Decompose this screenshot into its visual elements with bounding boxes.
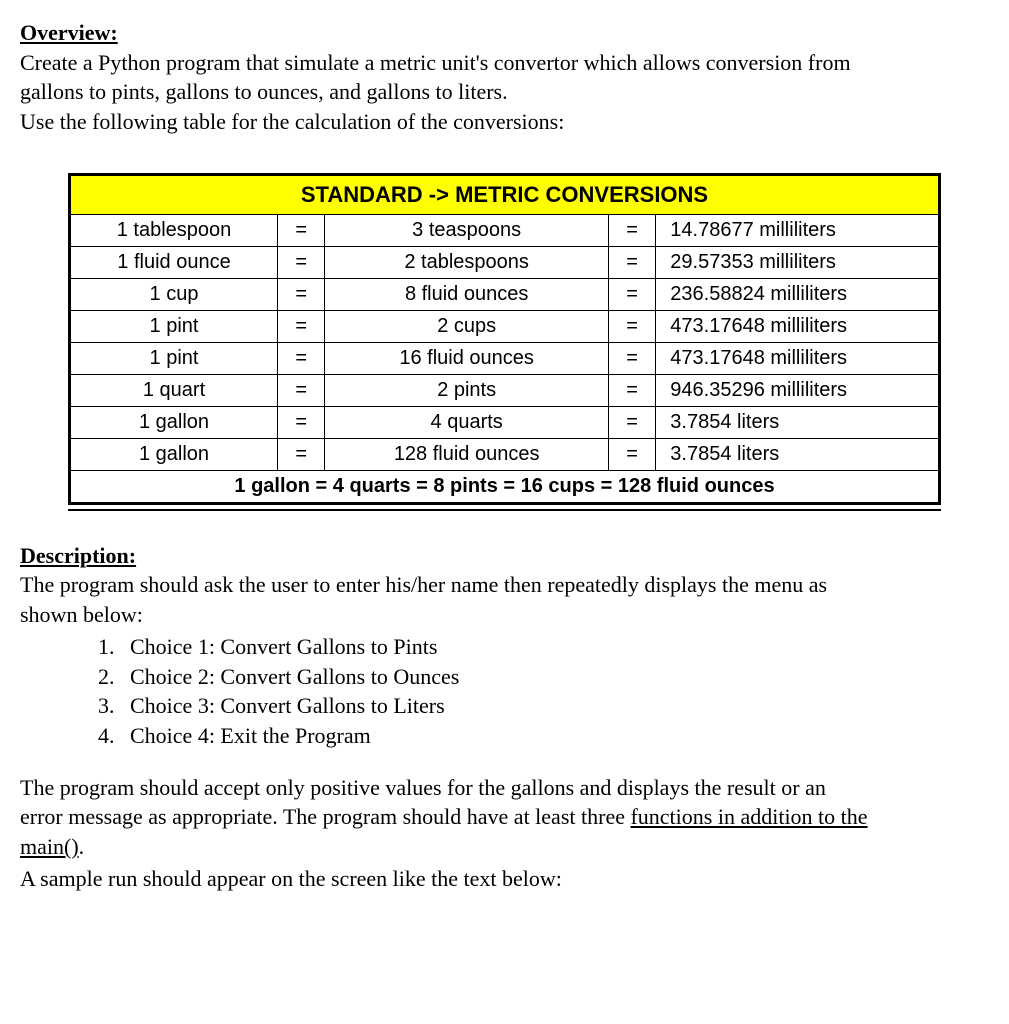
description-line2: shown below:: [20, 602, 143, 627]
choice-3: Choice 3: Convert Gallons to Liters: [120, 691, 989, 721]
unit-standard: 2 pints: [325, 374, 609, 406]
unit-standard: 3 teaspoons: [325, 214, 609, 246]
overview-heading: Overview:: [20, 20, 118, 45]
menu-choices: Choice 1: Convert Gallons to Pints Choic…: [120, 632, 989, 751]
unit-standard: 2 tablespoons: [325, 246, 609, 278]
p2a: The program should accept only positive …: [20, 775, 826, 800]
p2-underline1: functions in addition to the: [630, 804, 867, 829]
table-row: 1 tablespoon = 3 teaspoons = 14.78677 mi…: [70, 214, 940, 246]
table-footer: 1 gallon = 4 quarts = 8 pints = 16 cups …: [70, 470, 940, 503]
equals-sign: =: [278, 214, 325, 246]
conversion-table-wrap: STANDARD -> METRIC CONVERSIONS 1 tablesp…: [68, 173, 941, 511]
equals-sign: =: [609, 438, 656, 470]
conversion-table: STANDARD -> METRIC CONVERSIONS 1 tablesp…: [68, 173, 941, 505]
unit-standard: 128 fluid ounces: [325, 438, 609, 470]
unit-metric: 3.7854 liters: [656, 438, 940, 470]
equals-sign: =: [278, 342, 325, 374]
equals-sign: =: [609, 214, 656, 246]
unit-metric: 29.57353 milliliters: [656, 246, 940, 278]
equals-sign: =: [609, 310, 656, 342]
table-footer-row: 1 gallon = 4 quarts = 8 pints = 16 cups …: [70, 470, 940, 503]
unit-from: 1 cup: [70, 278, 278, 310]
unit-metric: 14.78677 milliliters: [656, 214, 940, 246]
description-line1: The program should ask the user to enter…: [20, 572, 827, 597]
table-row: 1 pint = 16 fluid ounces = 473.17648 mil…: [70, 342, 940, 374]
equals-sign: =: [609, 406, 656, 438]
unit-from: 1 fluid ounce: [70, 246, 278, 278]
unit-from: 1 gallon: [70, 438, 278, 470]
table-row: 1 gallon = 128 fluid ounces = 3.7854 lit…: [70, 438, 940, 470]
description-p3: A sample run should appear on the screen…: [20, 864, 989, 894]
unit-metric: 946.35296 milliliters: [656, 374, 940, 406]
table-title: STANDARD -> METRIC CONVERSIONS: [70, 174, 940, 214]
equals-sign: =: [278, 278, 325, 310]
equals-sign: =: [278, 406, 325, 438]
unit-from: 1 pint: [70, 310, 278, 342]
description-heading: Description:: [20, 543, 136, 568]
unit-metric: 3.7854 liters: [656, 406, 940, 438]
choice-4: Choice 4: Exit the Program: [120, 721, 989, 751]
p2b: error message as appropriate. The progra…: [20, 804, 630, 829]
unit-standard: 4 quarts: [325, 406, 609, 438]
unit-from: 1 gallon: [70, 406, 278, 438]
equals-sign: =: [278, 438, 325, 470]
unit-metric: 236.58824 milliliters: [656, 278, 940, 310]
unit-metric: 473.17648 milliliters: [656, 310, 940, 342]
description-block: Description: The program should ask the …: [20, 541, 989, 894]
table-row: 1 gallon = 4 quarts = 3.7854 liters: [70, 406, 940, 438]
unit-from: 1 tablespoon: [70, 214, 278, 246]
p2c: .: [79, 834, 85, 859]
unit-standard: 8 fluid ounces: [325, 278, 609, 310]
equals-sign: =: [278, 310, 325, 342]
overview-line3: Use the following table for the calculat…: [20, 109, 564, 134]
equals-sign: =: [609, 246, 656, 278]
unit-metric: 473.17648 milliliters: [656, 342, 940, 374]
equals-sign: =: [609, 278, 656, 310]
equals-sign: =: [278, 246, 325, 278]
table-row: 1 quart = 2 pints = 946.35296 milliliter…: [70, 374, 940, 406]
unit-from: 1 quart: [70, 374, 278, 406]
overview-block: Overview: Create a Python program that s…: [20, 18, 989, 137]
choice-1: Choice 1: Convert Gallons to Pints: [120, 632, 989, 662]
unit-standard: 2 cups: [325, 310, 609, 342]
table-row: 1 pint = 2 cups = 473.17648 milliliters: [70, 310, 940, 342]
p2-underline2: main(): [20, 834, 79, 859]
unit-from: 1 pint: [70, 342, 278, 374]
description-p2: The program should accept only positive …: [20, 773, 989, 862]
overview-line2: gallons to pints, gallons to ounces, and…: [20, 79, 508, 104]
equals-sign: =: [278, 374, 325, 406]
table-row: 1 fluid ounce = 2 tablespoons = 29.57353…: [70, 246, 940, 278]
equals-sign: =: [609, 342, 656, 374]
unit-standard: 16 fluid ounces: [325, 342, 609, 374]
choice-2: Choice 2: Convert Gallons to Ounces: [120, 662, 989, 692]
table-row: 1 cup = 8 fluid ounces = 236.58824 milli…: [70, 278, 940, 310]
equals-sign: =: [609, 374, 656, 406]
overview-line1: Create a Python program that simulate a …: [20, 50, 851, 75]
